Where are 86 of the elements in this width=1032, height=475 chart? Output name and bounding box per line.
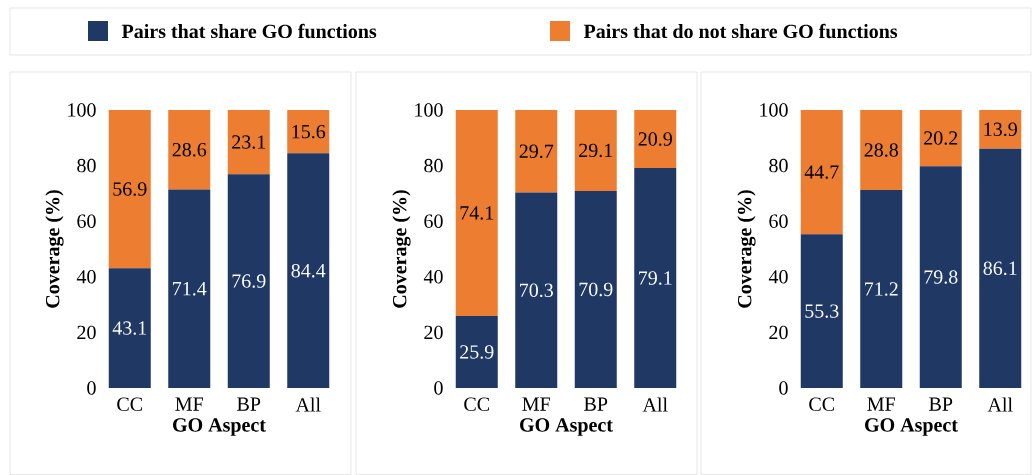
bar bbox=[574, 110, 617, 191]
legend-label: Pairs that share GO functions bbox=[121, 23, 377, 39]
x-tick-label: MF bbox=[175, 397, 203, 411]
x-tick-label: MF bbox=[522, 397, 550, 411]
x-tick-label: CC bbox=[809, 397, 834, 411]
data-label: 15.6 bbox=[292, 124, 326, 139]
x-axis-title: GO Aspect bbox=[520, 418, 613, 436]
bar bbox=[979, 110, 1022, 149]
bar bbox=[108, 110, 151, 269]
bar bbox=[287, 110, 330, 154]
bar bbox=[919, 166, 962, 388]
data-label: 29.7 bbox=[519, 144, 554, 159]
bar bbox=[919, 110, 962, 167]
data-label: 76.9 bbox=[232, 274, 266, 288]
data-label: 28.8 bbox=[864, 143, 898, 157]
x-tick-label: BP bbox=[584, 397, 608, 411]
data-label: 84.4 bbox=[291, 263, 326, 278]
bar bbox=[515, 192, 558, 388]
data-label: 71.4 bbox=[173, 282, 207, 296]
data-label: 71.2 bbox=[865, 282, 898, 296]
data-label: 44.7 bbox=[804, 165, 839, 179]
bar bbox=[108, 268, 151, 388]
data-label: 56.9 bbox=[113, 182, 147, 196]
y-axis-title: Coverage (%) bbox=[45, 190, 64, 308]
y-tick-label: 40 bbox=[423, 270, 443, 284]
bar bbox=[227, 174, 270, 388]
data-label: 86.1 bbox=[983, 261, 1017, 276]
y-tick-label: 60 bbox=[769, 214, 788, 228]
bar bbox=[574, 190, 617, 388]
x-tick-label: CC bbox=[464, 397, 489, 411]
x-tick-label: MF bbox=[867, 397, 895, 411]
y-tick-label: 100 bbox=[415, 103, 443, 117]
data-label: 25.9 bbox=[460, 345, 494, 359]
data-label: 29.1 bbox=[579, 143, 613, 158]
y-tick-label: 20 bbox=[77, 325, 96, 340]
y-tick-label: 20 bbox=[424, 325, 443, 340]
y-tick-label: 60 bbox=[77, 214, 96, 228]
bar bbox=[455, 316, 498, 388]
bar bbox=[860, 190, 903, 388]
y-tick-label: 0 bbox=[779, 381, 788, 395]
x-tick-label: BP bbox=[237, 397, 261, 411]
bar bbox=[168, 189, 211, 388]
y-tick-label: 60 bbox=[424, 214, 443, 228]
bar bbox=[800, 110, 843, 235]
data-label: 79.1 bbox=[639, 271, 672, 285]
y-tick-label: 100 bbox=[68, 103, 96, 117]
y-axis-title: Coverage (%) bbox=[737, 190, 756, 308]
bar bbox=[227, 110, 270, 175]
y-tick-label: 100 bbox=[760, 103, 788, 117]
bar bbox=[860, 110, 903, 191]
y-tick-label: 80 bbox=[77, 158, 96, 173]
x-tick-label: All bbox=[987, 397, 1013, 412]
data-label: 79.8 bbox=[924, 270, 958, 284]
legend-label: Pairs that do not share GO functions bbox=[583, 23, 898, 39]
data-label: 28.6 bbox=[172, 142, 207, 157]
data-label: 20.2 bbox=[924, 131, 958, 145]
y-tick-label: 20 bbox=[769, 325, 788, 340]
data-label: 23.1 bbox=[232, 135, 266, 149]
bar bbox=[287, 153, 330, 388]
y-tick-label: 40 bbox=[768, 270, 788, 284]
data-label: 70.9 bbox=[579, 282, 613, 297]
y-tick-label: 80 bbox=[424, 158, 443, 173]
data-label: 20.9 bbox=[638, 132, 672, 146]
x-tick-label: All bbox=[642, 397, 668, 412]
bar bbox=[800, 234, 843, 388]
y-tick-label: 0 bbox=[87, 381, 96, 395]
bar bbox=[515, 110, 558, 193]
bar bbox=[634, 168, 677, 388]
data-label: 13.9 bbox=[984, 122, 1017, 137]
y-tick-label: 80 bbox=[769, 158, 788, 173]
bar bbox=[455, 110, 498, 316]
data-label: 70.3 bbox=[520, 283, 553, 298]
bar bbox=[979, 148, 1022, 388]
y-tick-label: 40 bbox=[76, 270, 96, 284]
x-tick-label: All bbox=[295, 397, 321, 412]
x-axis-title: GO Aspect bbox=[865, 418, 958, 436]
data-label: 43.1 bbox=[112, 321, 147, 335]
y-axis-title: Coverage (%) bbox=[392, 190, 411, 308]
bar bbox=[168, 110, 211, 190]
bar bbox=[634, 110, 677, 169]
data-label: 55.3 bbox=[805, 304, 839, 318]
y-tick-label: 0 bbox=[434, 381, 443, 395]
x-tick-label: CC bbox=[117, 397, 142, 411]
data-label: 74.1 bbox=[460, 206, 494, 220]
x-axis-title: GO Aspect bbox=[173, 418, 266, 436]
x-tick-label: BP bbox=[929, 397, 953, 411]
